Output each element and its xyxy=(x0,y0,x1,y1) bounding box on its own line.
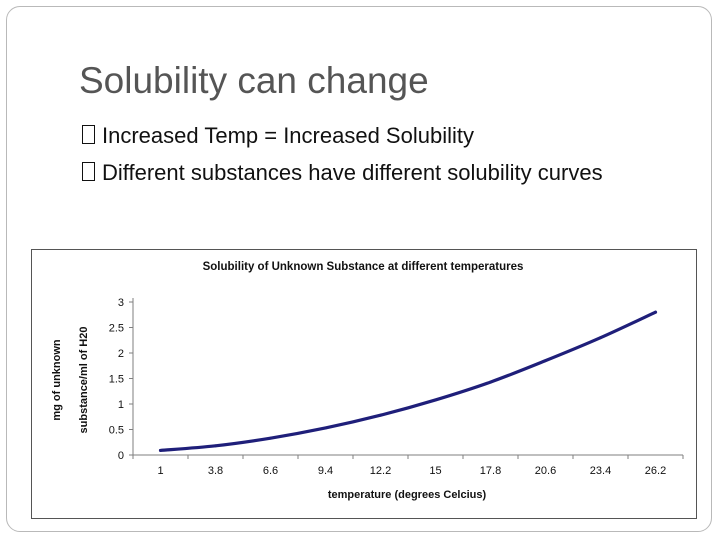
x-tick-label: 23.4 xyxy=(590,465,611,477)
chart-title: Solubility of Unknown Substance at diffe… xyxy=(203,261,524,273)
series-line xyxy=(158,310,658,453)
data-point xyxy=(434,398,437,402)
bullet-item: Different substances have different solu… xyxy=(82,157,702,188)
solubility-chart: Solubility of Unknown Substance at diffe… xyxy=(51,261,684,501)
data-point xyxy=(544,359,547,363)
x-tick-label: 20.6 xyxy=(535,465,556,477)
x-tick-label: 6.6 xyxy=(263,465,278,477)
x-tick-label: 17.8 xyxy=(480,465,501,477)
data-point xyxy=(324,426,327,430)
data-point xyxy=(159,449,162,452)
bullet-item: Increased Temp = Increased Solubility xyxy=(82,120,702,151)
y-tick-label: 2 xyxy=(118,348,124,360)
data-point xyxy=(599,336,602,340)
x-tick-label: 15 xyxy=(429,465,441,477)
x-tick-label: 3.8 xyxy=(208,465,223,477)
y-axis-label: mg of unknown substance/ml of H20 xyxy=(51,327,90,434)
bullet-marker-icon xyxy=(82,125,95,144)
data-point xyxy=(654,310,657,314)
chart-container: Solubility of Unknown Substance at diffe… xyxy=(31,249,697,519)
y-tick-label: 2.5 xyxy=(109,323,124,335)
x-tick-label: 9.4 xyxy=(318,465,333,477)
y-tick-label: 1.5 xyxy=(109,374,124,386)
y-tick-label: 3 xyxy=(118,297,124,309)
y-tick-label: 0 xyxy=(118,450,124,462)
bullet-list: Increased Temp = Increased Solubility Di… xyxy=(82,120,702,194)
x-tick-label: 1 xyxy=(157,465,163,477)
bullet-text: Different substances have different solu… xyxy=(102,160,603,185)
x-axis-label: temperature (degrees Celcius) xyxy=(328,489,487,501)
y-axis-label-line-2: substance/ml of H20 xyxy=(78,327,90,434)
data-point xyxy=(489,380,492,384)
x-tick-label: 12.2 xyxy=(370,465,391,477)
data-point xyxy=(379,413,382,417)
y-tick-label: 1 xyxy=(118,399,124,411)
bullet-marker-icon xyxy=(82,162,95,181)
bullet-text: Increased Temp = Increased Solubility xyxy=(102,123,474,148)
slide-title: Solubility can change xyxy=(79,60,429,101)
y-axis-label-line-1: mg of unknown xyxy=(51,339,63,421)
x-tick-label: 26.2 xyxy=(645,465,666,477)
data-point xyxy=(269,436,272,440)
data-point xyxy=(214,444,217,448)
y-tick-label: 0.5 xyxy=(109,425,124,437)
